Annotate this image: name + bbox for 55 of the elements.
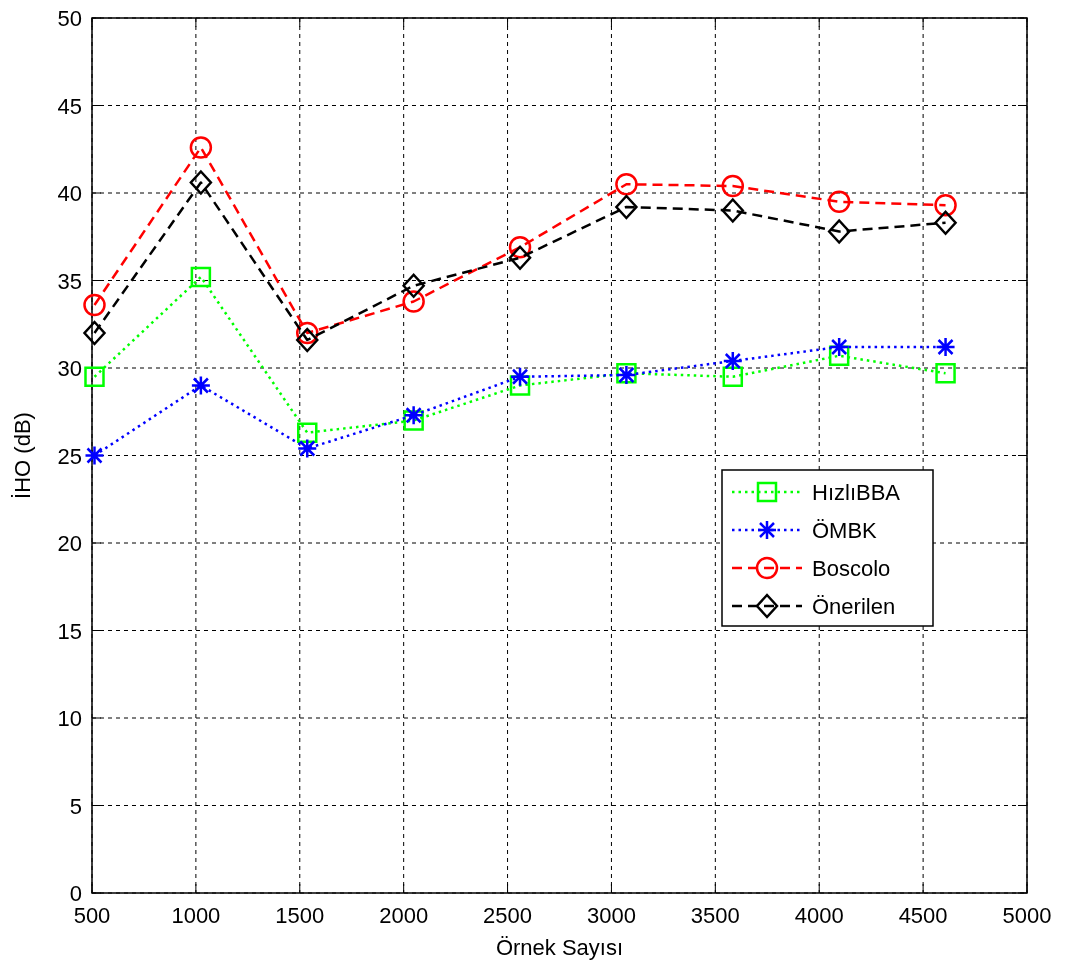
point [935,336,956,358]
x-tick-label: 4500 [898,903,948,928]
legend-label: HızlıBBA [812,480,901,505]
x-tick-label: 1000 [171,903,221,928]
y-tick-label: 50 [57,6,82,31]
legend-label: Önerilen [812,594,896,619]
point [615,194,638,220]
point [935,363,956,384]
y-tick-label: 0 [69,881,82,906]
point [83,320,106,346]
x-tick-label: 3000 [586,903,636,928]
y-tick-label: 25 [57,443,82,469]
point [189,136,213,159]
x-axis-title: Örnek Sayısı [495,935,624,960]
point [190,266,212,288]
point [297,422,318,443]
point [615,173,638,196]
point [721,174,745,198]
y-tick-label: 15 [57,618,82,644]
x-tick-label: 500 [73,903,111,928]
point [509,366,531,387]
x-tick-label: 3500 [690,903,740,928]
point [508,245,532,270]
x-tick-label: 5000 [1002,903,1052,928]
x-tick-label: 2500 [483,903,533,928]
point [296,327,319,353]
y-tick-label: 45 [57,93,82,119]
point [934,210,957,235]
y-tick-label: 40 [57,181,82,206]
point [722,366,744,387]
legend-label: Boscolo [812,556,891,581]
x-tick-label: 4000 [794,903,844,928]
point [827,190,851,213]
y-tick-label: 30 [57,356,82,381]
point [827,219,851,244]
legend-label: ÖMBK [812,518,878,543]
point [83,293,106,317]
y-axis-title: İHO (dB) [10,412,35,499]
y-tick-label: 10 [57,706,82,731]
point [190,375,212,396]
point [189,170,213,195]
point [721,198,745,223]
y-tick-label: 5 [69,793,82,819]
point [84,366,105,387]
point [297,438,318,459]
point [403,405,424,426]
y-tick-label: 20 [57,531,82,556]
point [402,290,425,313]
point [722,350,744,372]
point [84,445,105,466]
point [828,336,850,358]
y-tick-label: 35 [57,268,82,294]
x-tick-label: 1500 [275,903,325,928]
x-tick-label: 2000 [379,903,429,928]
point [402,273,425,298]
